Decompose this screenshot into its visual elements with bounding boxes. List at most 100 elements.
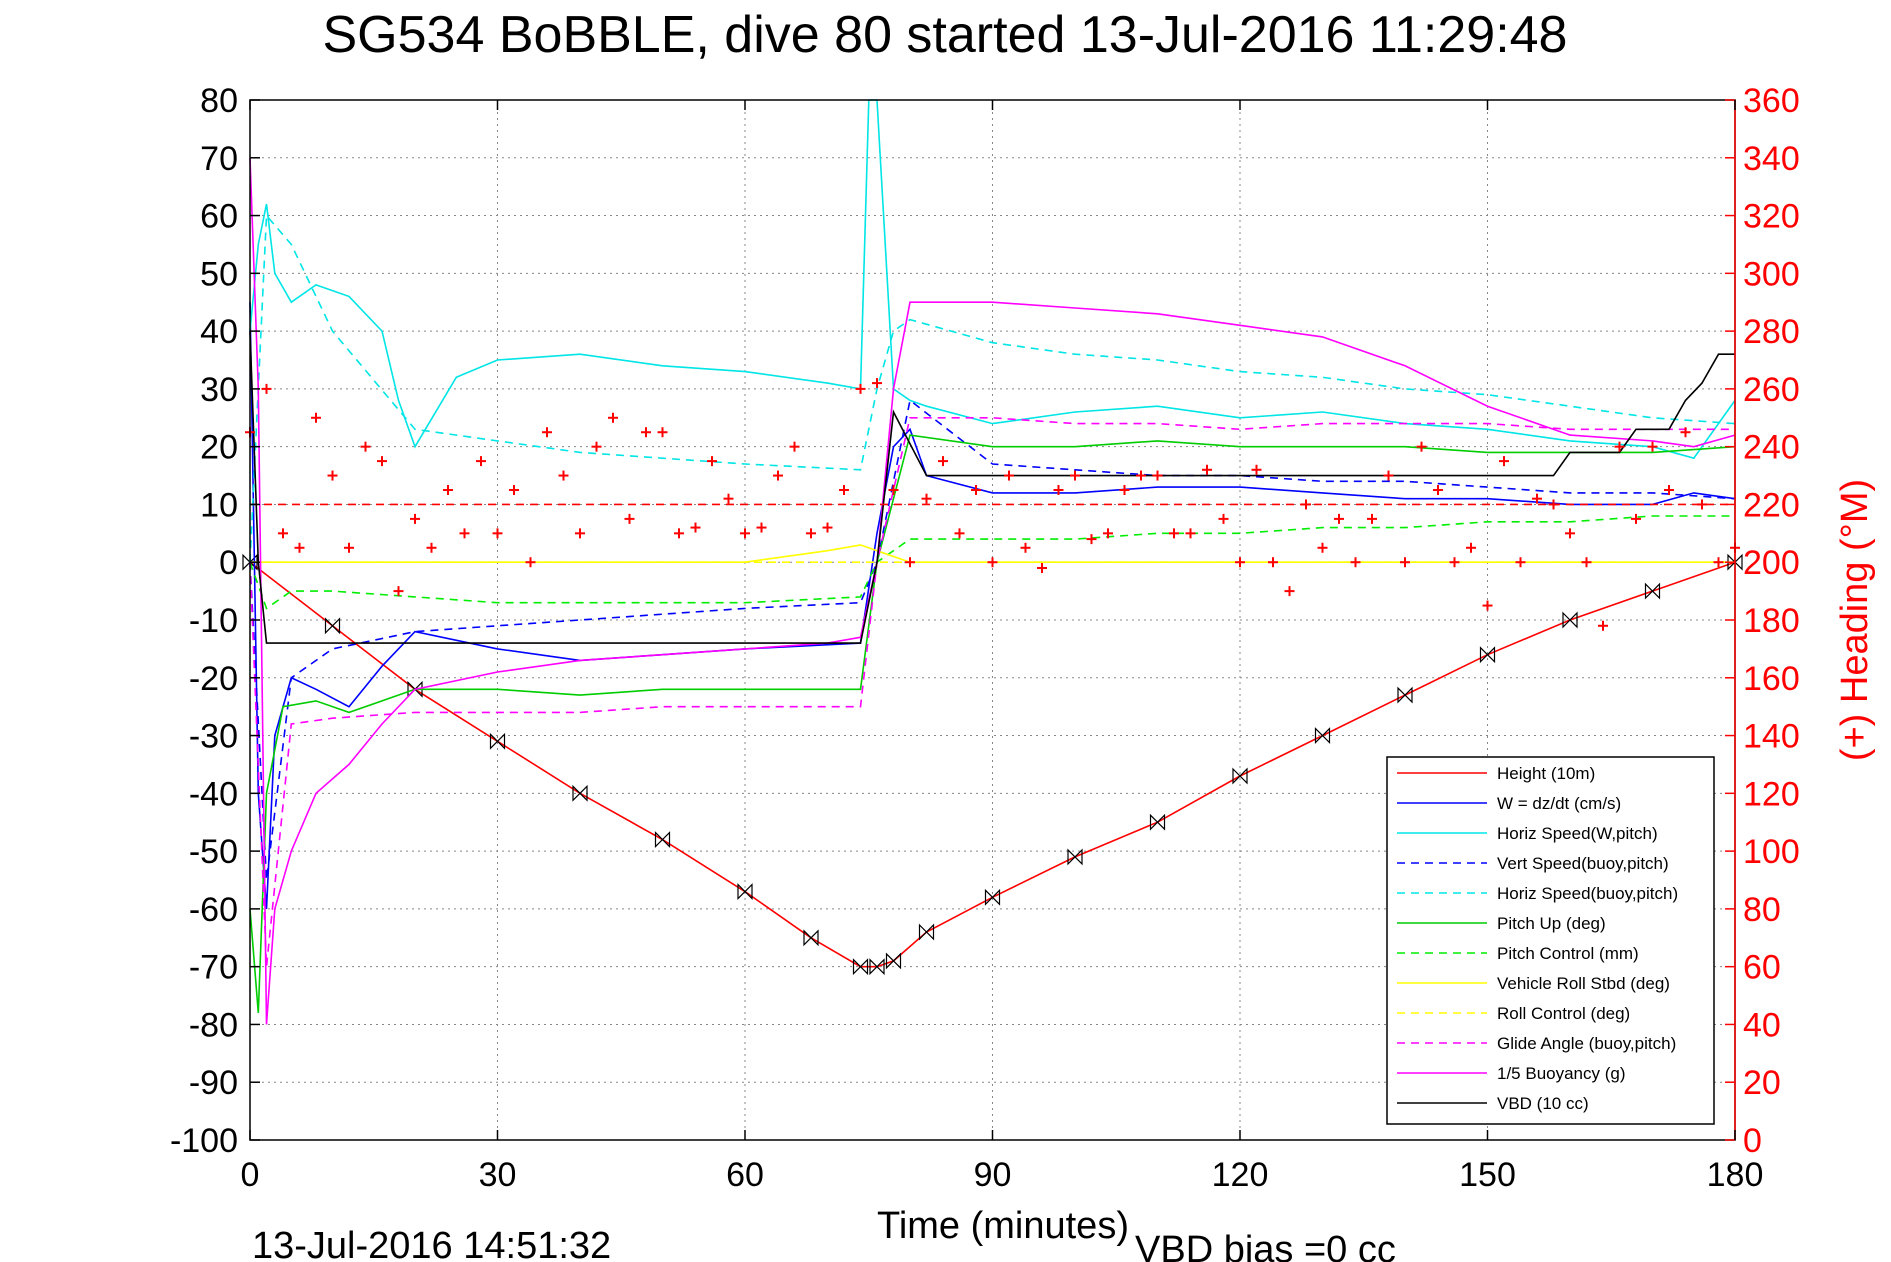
heading-marker xyxy=(1004,470,1014,481)
heading-marker xyxy=(657,427,668,438)
height-marker-shape xyxy=(324,617,341,635)
left-tick-label: -20 xyxy=(189,660,238,698)
heading-marker xyxy=(1070,470,1080,481)
height-marker-shape xyxy=(737,883,753,901)
heading-marker xyxy=(1614,441,1625,452)
bottom-tick-label: 120 xyxy=(1212,1156,1269,1194)
series-layer xyxy=(242,99,1743,1025)
heading-marker xyxy=(509,485,519,495)
left-tick-label: 20 xyxy=(200,429,238,467)
bottom-tick-label: 180 xyxy=(1707,1156,1764,1194)
series-horiz-speed-buoy-pitch xyxy=(249,213,1736,563)
height-marker-shape xyxy=(1149,813,1166,831)
right-tick-label: 0 xyxy=(1743,1122,1762,1160)
height-marker xyxy=(737,883,753,901)
heading-marker xyxy=(971,485,981,495)
heading-marker xyxy=(773,470,783,481)
heading-marker xyxy=(641,427,651,438)
right-tick-label: 360 xyxy=(1743,82,1800,120)
legend-label: Vert Speed(buoy,pitch) xyxy=(1497,854,1669,873)
height-marker xyxy=(1149,813,1166,831)
heading-marker xyxy=(740,528,750,539)
right-tick-label: 260 xyxy=(1743,371,1800,409)
heading-marker xyxy=(360,441,371,452)
heading-marker xyxy=(905,557,915,568)
right-tick-label: 180 xyxy=(1743,602,1800,640)
heading-marker xyxy=(410,513,420,524)
height-marker xyxy=(869,958,885,976)
heading-marker xyxy=(789,441,800,452)
height-marker xyxy=(1232,767,1248,785)
heading-marker xyxy=(1433,485,1443,495)
heading-marker xyxy=(1631,513,1641,524)
heading-marker xyxy=(1598,620,1608,631)
heading-marker xyxy=(1053,485,1064,495)
heading-marker xyxy=(1169,528,1179,539)
heading-marker xyxy=(1581,557,1592,568)
tick-marks xyxy=(249,99,1736,1141)
bottom-tick-label: 60 xyxy=(726,1156,764,1194)
heading-marker xyxy=(1268,557,1278,568)
height-marker xyxy=(1562,611,1578,629)
heading-marker xyxy=(1037,563,1047,573)
height-marker-shape xyxy=(852,958,869,976)
heading-marker xyxy=(674,528,684,539)
height-marker-shape xyxy=(1644,582,1661,600)
heading-marker xyxy=(591,441,602,452)
legend-label: VBD (10 cc) xyxy=(1497,1094,1589,1113)
height-marker-shape xyxy=(918,923,935,941)
left-tick-label: -100 xyxy=(170,1122,238,1160)
series-glide-angle-buoy-pitch xyxy=(249,416,1735,967)
series-heading xyxy=(245,378,1740,631)
height-marker xyxy=(852,958,869,976)
legend-label: Pitch Control (mm) xyxy=(1497,944,1639,963)
heading-marker xyxy=(294,542,305,553)
right-tick-labels: 3603403203002802602402202001801601401201… xyxy=(1743,82,1800,1160)
heading-marker xyxy=(1218,513,1229,524)
height-marker xyxy=(1479,646,1496,664)
bottom-tick-label: 150 xyxy=(1459,1156,1516,1194)
footer-timestamp: 13-Jul-2016 14:51:32 xyxy=(252,1225,611,1262)
bottom-tick-label: 30 xyxy=(479,1156,517,1194)
chart-title: SG534 BoBBLE, dive 80 started 13-Jul-201… xyxy=(323,6,1568,64)
left-tick-label: -60 xyxy=(189,891,238,929)
right-tick-label: 280 xyxy=(1743,313,1800,351)
right-tick-label: 140 xyxy=(1743,718,1800,756)
left-tick-labels: 80 70 60 50 40 30 20 10 0 -10 -20 -30 -40 -50 -60 -70 -8… xyxy=(170,82,238,1160)
right-tick-label: 340 xyxy=(1743,140,1800,178)
bottom-tick-label: 90 xyxy=(974,1156,1012,1194)
height-marker-shape xyxy=(1727,553,1743,571)
height-marker xyxy=(572,784,588,802)
heading-marker xyxy=(872,378,882,389)
heading-marker xyxy=(707,456,717,467)
heading-marker xyxy=(1400,557,1410,568)
heading-marker xyxy=(806,528,816,539)
heading-marker xyxy=(921,493,932,504)
left-tick-label: 40 xyxy=(200,313,238,351)
left-tick-label: -70 xyxy=(189,949,238,987)
x-axis-label: Time (minutes) xyxy=(877,1205,1129,1247)
heading-marker xyxy=(1103,528,1113,539)
heading-marker xyxy=(1416,441,1427,452)
heading-marker xyxy=(756,522,767,533)
heading-marker xyxy=(624,513,635,524)
heading-marker xyxy=(1565,528,1575,539)
left-tick-label: 80 xyxy=(200,82,238,120)
height-marker xyxy=(984,888,1001,906)
legend-label: Height (10m) xyxy=(1497,764,1595,783)
heading-marker xyxy=(1350,557,1361,568)
heading-marker xyxy=(1317,542,1328,553)
heading-marker xyxy=(492,528,503,539)
heading-marker xyxy=(261,383,272,394)
heading-marker xyxy=(938,456,948,467)
heading-marker xyxy=(327,470,338,481)
height-marker-shape xyxy=(489,732,506,750)
legend-label: Pitch Up (deg) xyxy=(1497,914,1606,933)
height-marker-shape xyxy=(1397,686,1413,704)
heading-marker xyxy=(888,485,899,495)
heading-marker xyxy=(542,427,552,438)
height-marker xyxy=(654,831,671,849)
legend-label: W = dz/dt (cm/s) xyxy=(1497,794,1621,813)
heading-marker xyxy=(1383,470,1394,481)
heading-marker xyxy=(608,412,618,423)
